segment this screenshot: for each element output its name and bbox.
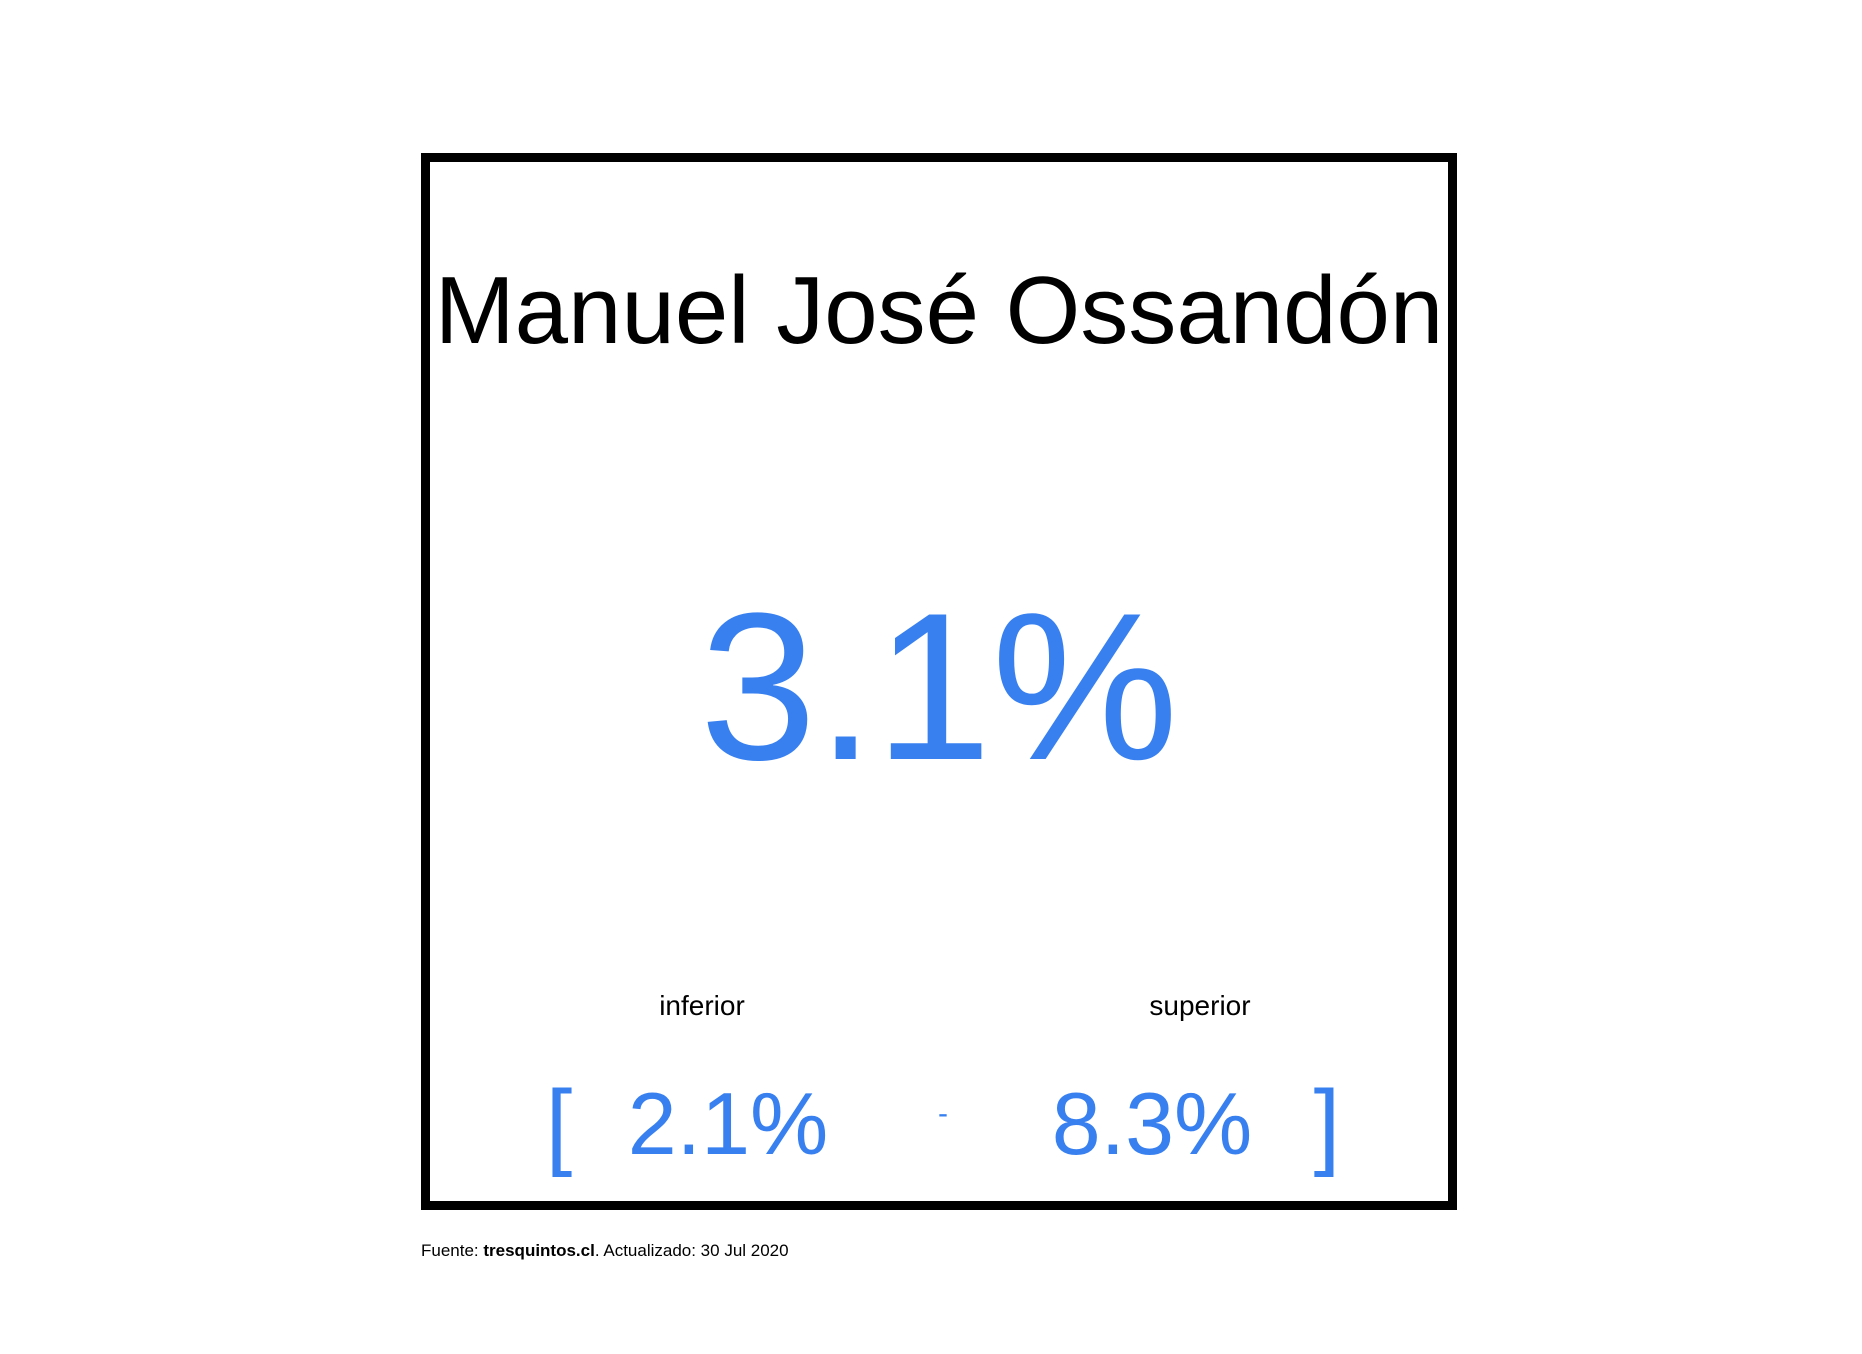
upper-bound-label: superior [1149, 990, 1251, 1021]
estimate-card: Manuel José Ossandón 3.1% inferior super… [421, 153, 1457, 1210]
source-footer: Fuente: tresquintos.cl. Actualizado: 30 … [421, 1240, 789, 1262]
lower-bound-value: 2.1% [627, 1074, 829, 1173]
close-bracket: ] [1313, 1071, 1341, 1178]
lower-bound-label: inferior [659, 990, 745, 1021]
range-separator: - [938, 1097, 948, 1130]
open-bracket: [ [545, 1071, 573, 1178]
upper-bound-value: 8.3% [1051, 1074, 1253, 1173]
candidate-name: Manuel José Ossandón [434, 257, 1444, 364]
footer-prefix: Fuente: [421, 1241, 484, 1260]
footer-updated: . Actualizado: 30 Jul 2020 [594, 1241, 789, 1260]
footer-source: tresquintos.cl [483, 1241, 595, 1260]
estimate-value: 3.1% [699, 569, 1179, 804]
